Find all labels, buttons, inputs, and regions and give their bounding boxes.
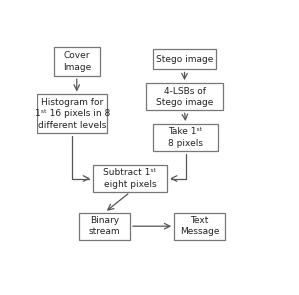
Text: Text
Message: Text Message	[180, 216, 219, 236]
Text: Take 1ˢᵗ
8 pixels: Take 1ˢᵗ 8 pixels	[168, 127, 203, 148]
Text: 4-LSBs of
Stego image: 4-LSBs of Stego image	[156, 86, 213, 107]
Text: Cover
Image: Cover Image	[63, 51, 91, 72]
FancyBboxPatch shape	[153, 49, 216, 70]
FancyBboxPatch shape	[37, 94, 107, 133]
FancyBboxPatch shape	[174, 213, 225, 240]
FancyBboxPatch shape	[146, 83, 223, 110]
Text: Stego image: Stego image	[156, 55, 213, 64]
Text: Subtract 1ˢᵗ
eight pixels: Subtract 1ˢᵗ eight pixels	[103, 168, 157, 189]
Text: Binary
stream: Binary stream	[89, 216, 120, 236]
FancyBboxPatch shape	[54, 47, 100, 76]
Text: Histogram for
1ˢᵗ 16 pixels in 8
different levels: Histogram for 1ˢᵗ 16 pixels in 8 differe…	[34, 98, 110, 130]
FancyBboxPatch shape	[93, 165, 167, 192]
FancyBboxPatch shape	[79, 213, 130, 240]
FancyBboxPatch shape	[153, 124, 218, 151]
